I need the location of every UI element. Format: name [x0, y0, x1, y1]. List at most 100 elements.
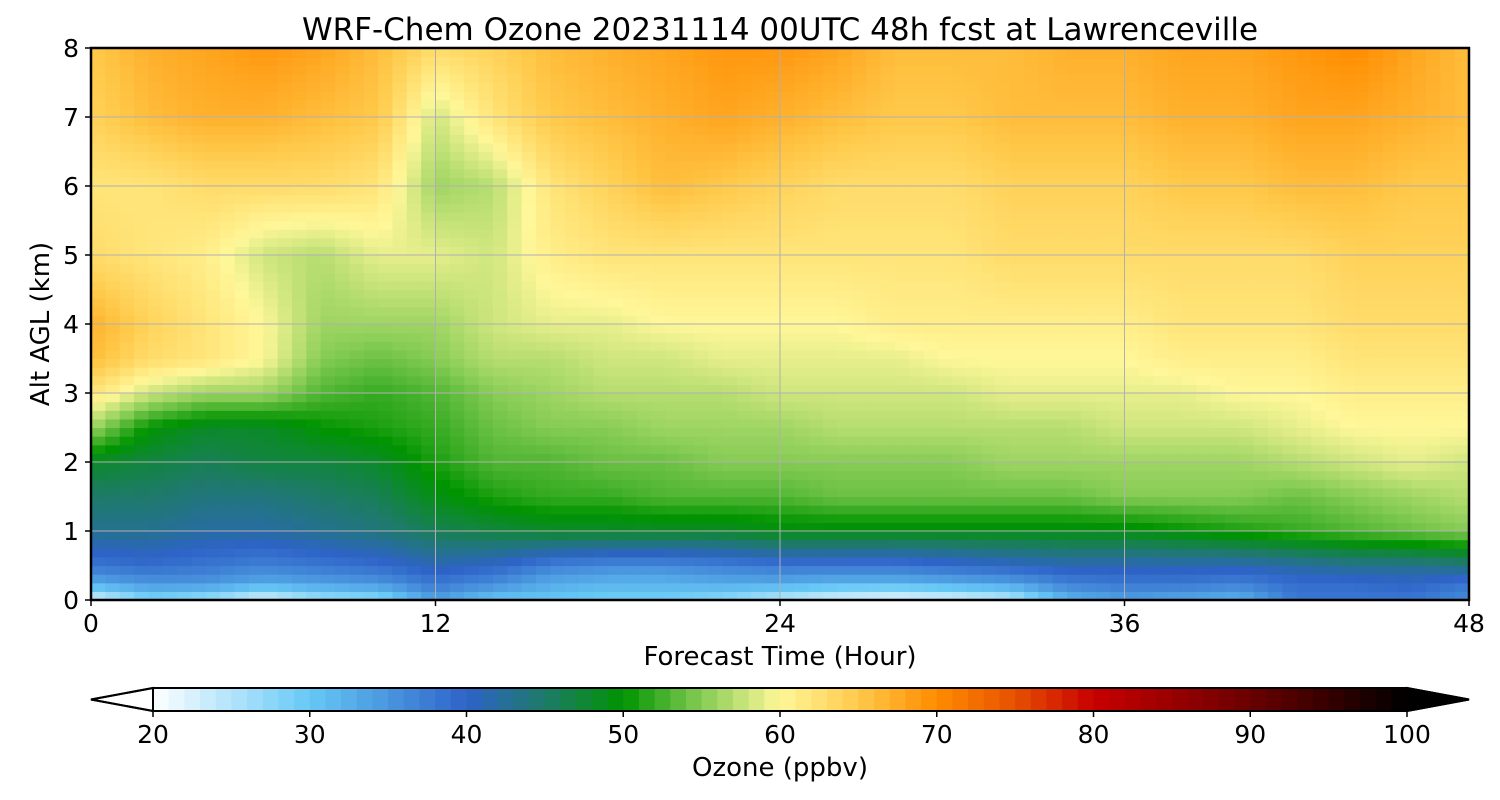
heatmap-cell: [263, 565, 279, 575]
heatmap-cell: [1124, 125, 1140, 135]
heatmap-cell: [234, 91, 250, 101]
heatmap-cells: [91, 48, 1469, 600]
heatmap-cell: [492, 556, 508, 567]
heatmap-cell: [335, 194, 350, 204]
heatmap-cell: [1196, 384, 1212, 394]
heatmap-cell: [392, 358, 408, 368]
heatmap-cell: [435, 401, 451, 411]
heatmap-cell: [1124, 367, 1140, 377]
heatmap-cell: [406, 565, 422, 575]
heatmap-cell: [1067, 565, 1083, 575]
heatmap-cell: [607, 418, 623, 429]
heatmap-cell: [220, 522, 236, 532]
heatmap-cell: [1110, 125, 1126, 135]
heatmap-cell: [607, 91, 623, 101]
heatmap-cell: [162, 401, 178, 411]
heatmap-cell: [220, 263, 236, 273]
heatmap-cell: [837, 237, 853, 247]
heatmap-cell: [564, 280, 580, 291]
heatmap-cell: [952, 117, 968, 127]
heatmap-cell: [966, 237, 982, 247]
heatmap-cell: [205, 367, 221, 377]
heatmap-cell: [392, 73, 408, 84]
heatmap-cell: [220, 556, 236, 567]
heatmap-cell: [837, 56, 853, 66]
heatmap-cell: [191, 539, 207, 549]
heatmap-cell: [449, 65, 465, 75]
heatmap-cell: [1124, 349, 1140, 360]
heatmap-cell: [923, 358, 939, 368]
heatmap-cell: [378, 160, 394, 170]
heatmap-cell: [736, 56, 752, 66]
heatmap-cell: [751, 56, 767, 66]
heatmap-cell: [535, 229, 551, 239]
heatmap-cell: [205, 436, 221, 446]
heatmap-cell: [349, 556, 365, 567]
heatmap-cell: [291, 410, 307, 420]
heatmap-cell: [291, 99, 307, 109]
heatmap-cell: [392, 436, 408, 446]
heatmap-cell: [665, 82, 681, 92]
heatmap-cell: [177, 358, 193, 368]
heatmap-cell: [579, 65, 594, 75]
heatmap-cell: [937, 56, 953, 66]
heatmap-cell: [722, 496, 738, 506]
heatmap-cell: [406, 229, 422, 239]
heatmap-cell: [335, 263, 350, 273]
heatmap-cell: [1153, 134, 1169, 144]
heatmap-cell: [464, 393, 480, 403]
heatmap-cell: [1153, 565, 1169, 575]
heatmap-cell: [1009, 505, 1025, 515]
heatmap-cell: [794, 513, 810, 523]
heatmap-cell: [306, 194, 322, 204]
heatmap-cell: [1052, 255, 1068, 265]
heatmap-cell: [435, 194, 451, 204]
heatmap-cell: [851, 82, 867, 92]
heatmap-cell: [507, 574, 523, 584]
heatmap-cell: [320, 367, 336, 377]
heatmap-cell: [148, 211, 164, 222]
heatmap-cell: [794, 462, 810, 472]
heatmap-cell: [780, 99, 795, 109]
heatmap-cell: [1110, 324, 1126, 334]
heatmap-cell: [923, 151, 939, 161]
heatmap-cell: [550, 168, 566, 178]
heatmap-cell: [564, 65, 580, 75]
heatmap-cell: [808, 574, 824, 584]
heatmap-cell: [406, 367, 422, 377]
heatmap-cell: [722, 177, 738, 187]
heatmap-cell: [751, 73, 767, 84]
heatmap-cell: [507, 401, 523, 411]
heatmap-cell: [421, 479, 437, 489]
heatmap-cell: [263, 117, 279, 127]
heatmap-cell: [335, 151, 350, 161]
heatmap-cell: [995, 332, 1011, 342]
heatmap-cell: [91, 298, 106, 308]
heatmap-cell: [119, 229, 135, 239]
heatmap-cell: [923, 453, 939, 463]
heatmap-cell: [492, 280, 508, 291]
heatmap-cell: [91, 384, 106, 394]
heatmap-cell: [751, 556, 767, 567]
heatmap-cell: [1024, 73, 1039, 84]
heatmap-cell: [449, 410, 465, 420]
heatmap-cell: [134, 418, 150, 429]
heatmap-cell: [1124, 574, 1140, 584]
heatmap-cell: [1081, 255, 1097, 265]
heatmap-cell: [335, 479, 350, 489]
heatmap-cell: [650, 315, 666, 325]
heatmap-cell: [521, 134, 537, 144]
heatmap-cell: [622, 168, 638, 178]
heatmap-cell: [736, 436, 752, 446]
heatmap-cell: [191, 263, 207, 273]
heatmap-cell: [191, 349, 207, 360]
heatmap-cell: [851, 574, 867, 584]
heatmap-cell: [535, 479, 551, 489]
heatmap-cell: [937, 453, 953, 463]
chart-title: WRF-Chem Ozone 20231114 00UTC 48h fcst a…: [302, 12, 1258, 48]
heatmap-cell: [736, 427, 752, 437]
heatmap-cell: [1181, 91, 1197, 101]
heatmap-cell: [507, 168, 523, 178]
heatmap-cell: [191, 289, 207, 299]
heatmap-cell: [105, 203, 121, 213]
